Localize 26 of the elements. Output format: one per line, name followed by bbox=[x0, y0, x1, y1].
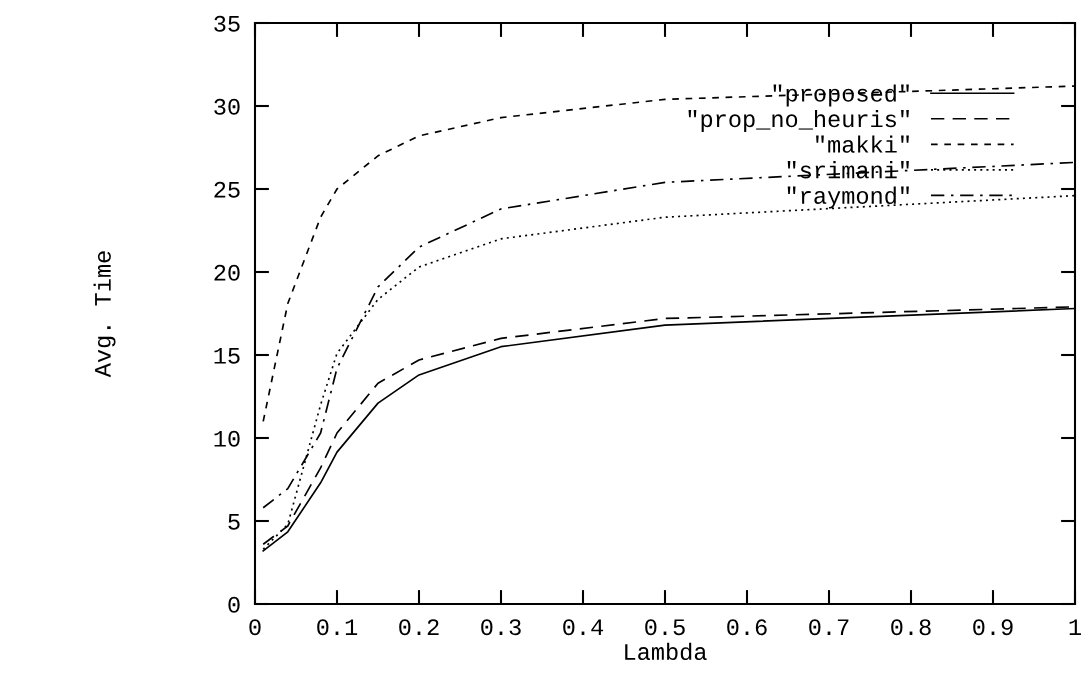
y-tick-label: 10 bbox=[214, 430, 240, 447]
x-tick-label: 0.4 bbox=[563, 619, 604, 636]
y-tick-label: 20 bbox=[214, 264, 240, 281]
y-tick-label: 30 bbox=[214, 98, 240, 115]
y-tick-label: 25 bbox=[214, 181, 240, 198]
x-tick-label: 1 bbox=[1069, 619, 1081, 635]
x-tick-label: 0 bbox=[249, 619, 261, 636]
legend-label: "srimani" bbox=[787, 161, 909, 179]
x-tick-label: 0.1 bbox=[317, 619, 358, 636]
x-tick-label: 0.5 bbox=[645, 619, 685, 636]
legend-label: "proposed" bbox=[773, 84, 909, 107]
y-tick-label: 5 bbox=[228, 514, 240, 530]
x-tick-label: 0.7 bbox=[809, 619, 849, 636]
x-tick-label: 0.6 bbox=[727, 619, 767, 636]
x-axis-title: Lambda bbox=[625, 642, 707, 661]
x-tick-label: 0.9 bbox=[973, 619, 1013, 636]
y-tick-label: 0 bbox=[228, 596, 240, 613]
y-tick-label: 35 bbox=[214, 15, 240, 32]
x-tick-label: 0.8 bbox=[891, 619, 931, 636]
legend-label: "makki" bbox=[816, 135, 909, 153]
y-axis-title: Avg. Time bbox=[93, 251, 116, 378]
x-tick-label: 0.2 bbox=[399, 619, 439, 636]
x-tick-label: 0.3 bbox=[481, 619, 521, 636]
y-tick-label: 15 bbox=[214, 348, 240, 364]
legend-label: "raymond" bbox=[787, 186, 909, 209]
legend-label: "prop_no_heuris" bbox=[688, 109, 909, 132]
